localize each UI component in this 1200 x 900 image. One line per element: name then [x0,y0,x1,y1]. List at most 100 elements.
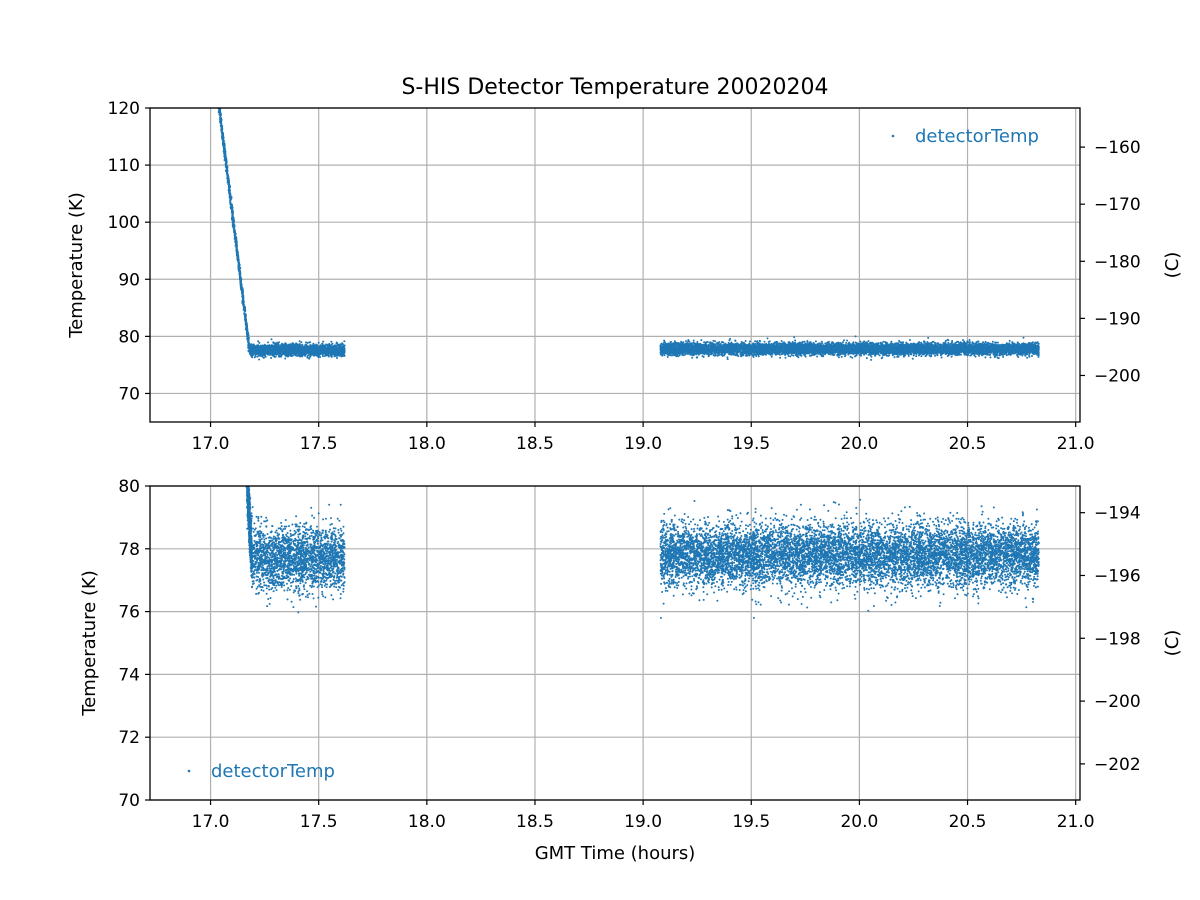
data-point [908,339,911,341]
data-point [220,122,223,125]
data-point [232,220,236,223]
data-point [257,354,260,357]
data-point [261,347,264,350]
data-point [327,353,330,356]
data-point [323,344,325,347]
data-point [700,339,703,342]
data-point [321,342,324,345]
data-point [235,244,238,247]
data-point [234,232,237,235]
data-point [859,340,862,343]
data-point [226,165,229,168]
data-point [261,350,264,353]
y2-tick-label: −200 [1094,366,1141,386]
data-point [246,331,250,334]
data-point [325,343,328,346]
data-point [230,205,233,208]
data-point [233,228,236,231]
data-point [219,110,222,113]
data-point [239,277,242,280]
y-tick-label: 110 [108,156,140,176]
data-point [293,344,295,347]
data-point [285,344,288,347]
data-point [334,347,337,349]
data-point [254,355,257,357]
data-point [297,353,300,356]
data-point [304,341,307,344]
scatter-series-detectorTemp [217,108,1040,361]
data-point [276,341,279,344]
data-point [336,348,339,351]
data-point [242,303,245,307]
data-point [235,237,238,240]
data-point [314,348,317,351]
data-point [296,343,299,346]
data-point [226,170,229,173]
data-point [246,333,249,336]
data-point [227,178,230,181]
data-point [298,350,301,353]
data-point [277,354,280,357]
data-point [263,353,266,356]
data-point [780,340,783,342]
data-point [237,262,241,265]
data-point [230,195,233,198]
data-point [278,353,281,355]
data-point [236,250,239,254]
data-point [225,161,228,164]
data-point [330,355,333,358]
data-point [244,316,247,319]
data-point [327,349,330,352]
data-point [244,320,247,323]
data-point [324,351,327,354]
data-point [274,347,277,349]
data-point [286,354,289,357]
data-point [317,346,320,349]
data-point [246,324,249,327]
data-point [336,357,338,359]
data-point [247,336,250,340]
data-point [258,358,261,361]
data-point [315,354,317,357]
data-point [263,349,266,352]
data-point [239,279,243,282]
data-point [283,348,286,351]
data-point [299,347,302,350]
data-point [224,153,227,156]
data-point [223,148,226,152]
data-point [924,354,927,357]
data-point [322,355,324,358]
data-point [281,342,283,345]
data-point [259,354,262,357]
data-point [319,345,322,348]
data-point [255,353,258,355]
data-point [338,343,341,346]
data-point [224,157,227,161]
data-point [255,345,258,348]
x-tick-label: 20.0 [840,434,878,454]
y2-tick-label: −170 [1094,195,1141,215]
data-point [330,343,333,346]
x-tick-label: 18.0 [408,434,446,454]
data-point [340,351,343,354]
data-point [317,353,320,356]
data-point [301,354,304,357]
data-point [251,344,254,347]
data-point [231,213,234,216]
data-point [317,341,320,344]
data-point [300,341,303,344]
data-point [1028,354,1031,357]
y2-tick-label: −160 [1094,138,1141,158]
data-point [292,349,295,352]
data-point [292,346,295,349]
data-point [338,350,341,353]
data-point [281,351,284,354]
data-point [259,349,262,352]
y-tick-label: 90 [118,270,140,290]
data-point [306,356,309,359]
data-point [241,290,244,293]
data-point [271,354,274,357]
data-point [296,345,299,348]
data-point [293,353,296,356]
